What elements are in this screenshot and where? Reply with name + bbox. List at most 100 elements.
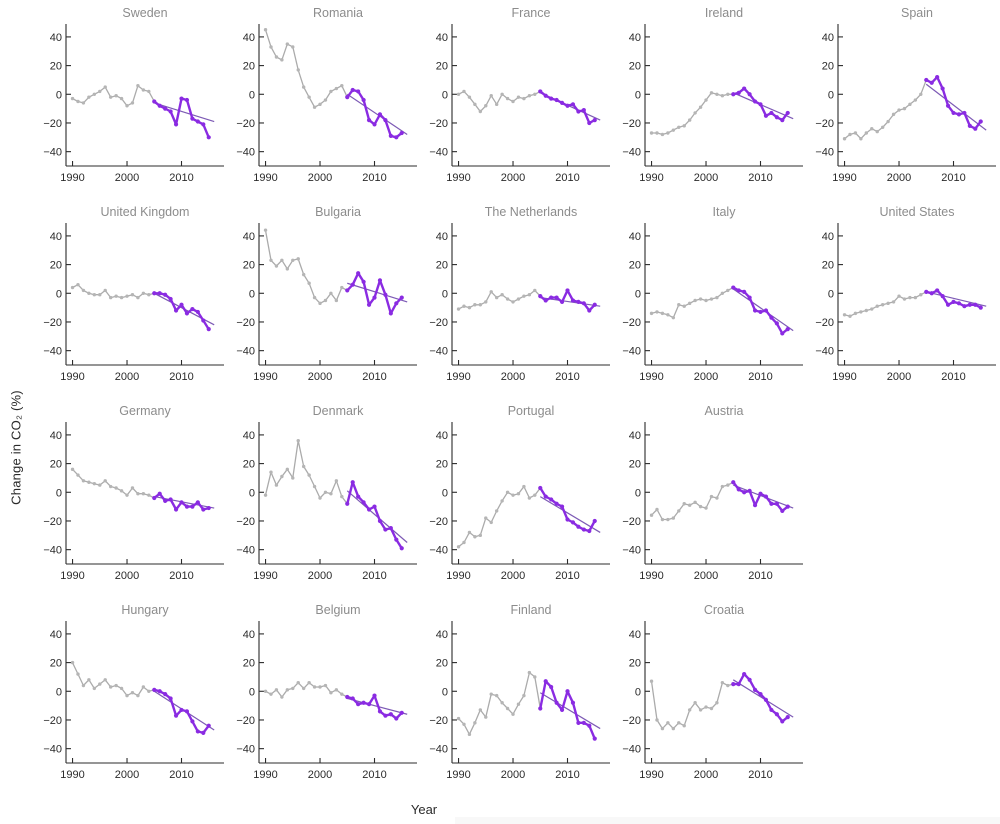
svg-text:−40: −40 xyxy=(622,744,641,756)
axes-spines xyxy=(837,24,996,167)
svg-text:1990: 1990 xyxy=(446,371,470,383)
recent-series xyxy=(345,271,404,316)
svg-text:1990: 1990 xyxy=(832,371,856,383)
trend-line xyxy=(154,102,215,123)
svg-text:−40: −40 xyxy=(43,545,62,557)
svg-text:20: 20 xyxy=(436,459,448,471)
svg-text:0: 0 xyxy=(635,686,641,698)
svg-text:2000: 2000 xyxy=(694,570,718,582)
svg-text:20: 20 xyxy=(243,459,255,471)
axes-spines xyxy=(258,422,417,565)
svg-text:1990: 1990 xyxy=(639,172,663,184)
history-series xyxy=(70,282,156,300)
panel-finland: Finland 40 20 0 −20 −40 1990 2000 2010 xyxy=(422,599,615,798)
svg-text:−40: −40 xyxy=(622,147,641,159)
svg-text:−20: −20 xyxy=(43,118,62,130)
chart-svg-united-states: United States 40 20 0 −20 −40 1990 2000 2010 xyxy=(815,205,996,383)
recent-series xyxy=(538,288,597,313)
axes-spines xyxy=(65,422,224,565)
svg-text:−20: −20 xyxy=(429,516,448,528)
recent-series xyxy=(538,485,597,534)
svg-text:2010: 2010 xyxy=(748,769,772,781)
svg-text:0: 0 xyxy=(442,89,448,101)
tick-labels: 40 20 0 −20 −40 1990 2000 2010 xyxy=(43,231,193,383)
svg-text:−40: −40 xyxy=(236,744,255,756)
chart-svg-sweden: Sweden 40 20 0 −20 −40 1990 2000 2010 xyxy=(43,6,224,184)
axes-spines xyxy=(451,621,610,764)
svg-text:1990: 1990 xyxy=(253,172,277,184)
svg-text:2000: 2000 xyxy=(694,371,718,383)
svg-text:−20: −20 xyxy=(429,118,448,130)
recent-series xyxy=(731,285,790,336)
svg-text:2010: 2010 xyxy=(169,371,193,383)
history-series xyxy=(842,290,928,318)
svg-text:0: 0 xyxy=(249,686,255,698)
svg-text:−40: −40 xyxy=(429,545,448,557)
tick-labels: 40 20 0 −20 −40 1990 2000 2010 xyxy=(236,629,386,781)
svg-text:−40: −40 xyxy=(236,545,255,557)
history-series xyxy=(70,467,156,500)
tick-labels: 40 20 0 −20 −40 1990 2000 2010 xyxy=(622,629,772,781)
svg-text:−20: −20 xyxy=(236,715,255,727)
svg-text:2010: 2010 xyxy=(362,172,386,184)
panel-bulgaria: Bulgaria 40 20 0 −20 −40 1990 2000 2010 xyxy=(229,201,422,400)
panel-title: Portugal xyxy=(508,404,555,418)
recent-series xyxy=(345,87,404,140)
tick-labels: 40 20 0 −20 −40 1990 2000 2010 xyxy=(429,430,579,582)
svg-text:2000: 2000 xyxy=(694,769,718,781)
svg-text:1990: 1990 xyxy=(446,172,470,184)
axes-spines xyxy=(644,24,803,167)
recent-series xyxy=(731,86,790,123)
svg-text:2000: 2000 xyxy=(501,371,525,383)
panel-croatia: Croatia 40 20 0 −20 −40 1990 2000 2010 xyxy=(615,599,808,798)
svg-text:40: 40 xyxy=(436,32,448,44)
svg-text:2000: 2000 xyxy=(308,371,332,383)
svg-text:−20: −20 xyxy=(815,317,834,329)
svg-text:0: 0 xyxy=(56,89,62,101)
tick-labels: 40 20 0 −20 −40 1990 2000 2010 xyxy=(622,430,772,582)
trend-line xyxy=(539,692,601,730)
svg-text:2000: 2000 xyxy=(115,570,139,582)
svg-text:−40: −40 xyxy=(429,147,448,159)
svg-text:40: 40 xyxy=(50,629,62,641)
panel-title: The Netherlands xyxy=(485,205,577,219)
svg-text:40: 40 xyxy=(436,430,448,442)
svg-text:−20: −20 xyxy=(429,715,448,727)
y-axis-label: Change in CO₂ (%) xyxy=(8,390,24,505)
svg-text:−20: −20 xyxy=(622,118,641,130)
panel-title: Germany xyxy=(119,404,171,418)
svg-text:2010: 2010 xyxy=(362,769,386,781)
panel-title: Hungary xyxy=(121,603,169,617)
axes-spines xyxy=(644,422,803,565)
history-series xyxy=(70,660,156,698)
history-series xyxy=(649,285,735,320)
svg-text:40: 40 xyxy=(629,629,641,641)
axes-spines xyxy=(258,223,417,366)
panel-title: United States xyxy=(879,205,954,219)
tick-labels: 40 20 0 −20 −40 1990 2000 2010 xyxy=(236,32,386,184)
x-axis-label: Year xyxy=(410,802,438,817)
chart-svg-finland: Finland 40 20 0 −20 −40 1990 2000 2010 xyxy=(429,603,610,781)
svg-text:2010: 2010 xyxy=(555,769,579,781)
svg-text:2010: 2010 xyxy=(169,769,193,781)
history-series xyxy=(649,480,735,522)
recent-series xyxy=(345,480,404,551)
svg-text:2000: 2000 xyxy=(308,172,332,184)
tick-labels: 40 20 0 −20 −40 1990 2000 2010 xyxy=(815,231,965,383)
svg-text:20: 20 xyxy=(243,658,255,670)
history-series xyxy=(263,438,349,506)
chart-svg-germany: Germany 40 20 0 −20 −40 1990 2000 2010 xyxy=(43,404,224,582)
recent-series xyxy=(731,671,790,724)
svg-text:0: 0 xyxy=(56,686,62,698)
svg-text:2000: 2000 xyxy=(115,769,139,781)
svg-text:−40: −40 xyxy=(815,147,834,159)
svg-text:2000: 2000 xyxy=(501,769,525,781)
svg-text:1990: 1990 xyxy=(639,371,663,383)
svg-text:2010: 2010 xyxy=(555,570,579,582)
chart-svg-austria: Austria 40 20 0 −20 −40 1990 2000 2010 xyxy=(622,404,803,582)
svg-text:2010: 2010 xyxy=(555,371,579,383)
chart-svg-hungary: Hungary 40 20 0 −20 −40 1990 2000 2010 xyxy=(43,603,224,781)
svg-text:40: 40 xyxy=(629,231,641,243)
svg-text:2000: 2000 xyxy=(501,172,525,184)
